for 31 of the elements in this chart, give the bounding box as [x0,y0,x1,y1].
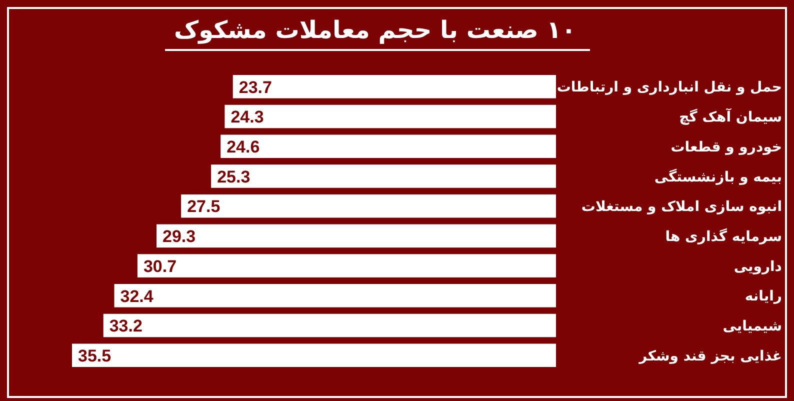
bar [211,164,556,188]
bar [114,284,556,308]
data-label: 23.7 [238,78,272,97]
data-label: 29.3 [162,227,196,246]
y-tick-label: بیمه و بازنشستگی [654,168,782,186]
y-tick-label: دارویی [734,258,782,275]
bar [103,314,556,338]
y-tick-label: حمل و نقل انبارداری و ارتباطات [556,80,782,96]
chart-title: ۱۰ صنعت با حجم معاملات مشکوک [174,16,576,44]
data-label: 35.5 [78,346,112,366]
bar [72,344,556,367]
y-tick-label: سیمان آهک گچ [679,108,782,126]
bar [156,224,556,248]
bar [232,75,556,98]
bar [220,134,556,158]
bar [224,104,556,128]
y-tick-label: خودرو و قطعات [670,139,782,156]
data-label: 24.6 [226,137,260,156]
data-label: 30.7 [143,256,177,276]
y-tick-label: رایانه [744,288,782,305]
y-tick-label: انبوه سازی املاک و مستغلات [581,199,782,216]
y-tick-label: غذایی بجز قند وشکر [638,348,782,364]
bar [181,194,556,218]
y-tick-label: شیمیایی [722,318,782,335]
bar [137,254,556,278]
data-label: 33.2 [109,316,142,336]
y-tick-label: سرمایه گذاری ها [665,228,782,245]
data-label: 32.4 [120,286,154,306]
data-label: 24.3 [230,108,264,127]
data-label: 25.3 [217,167,250,186]
data-label: 27.5 [187,197,220,216]
